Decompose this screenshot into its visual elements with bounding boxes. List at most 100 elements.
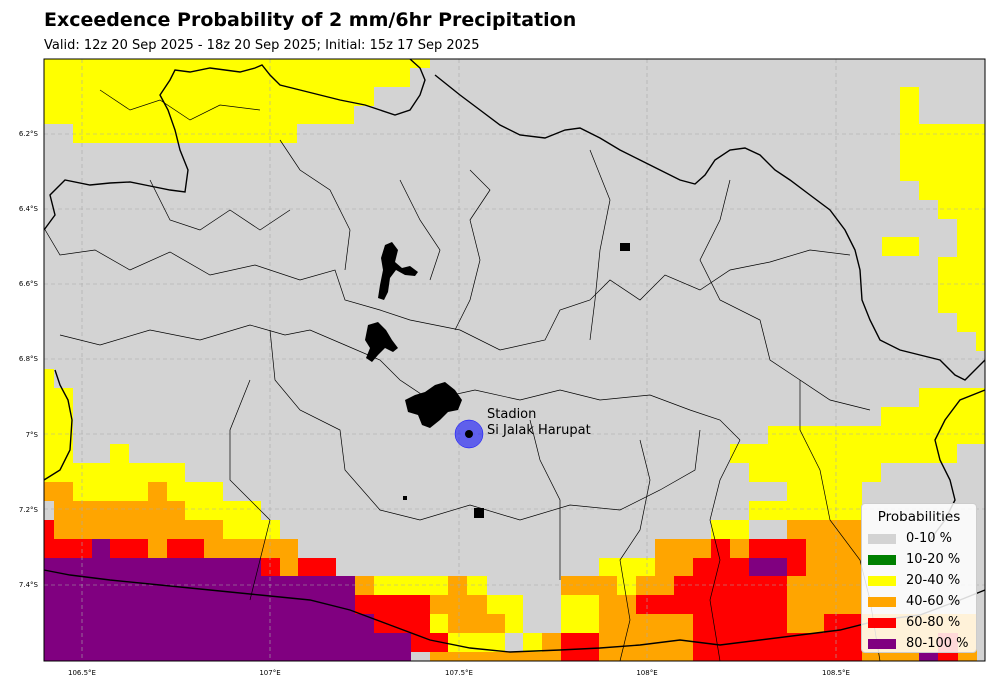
- x-tick-label: 107.5°E: [445, 669, 473, 677]
- prob-cell-orange: [636, 576, 674, 595]
- legend-item: 60-80 %: [862, 612, 976, 633]
- legend-label: 80-100 %: [906, 636, 969, 651]
- boundary-line: [149, 179, 291, 231]
- boundary-line: [99, 89, 261, 121]
- x-tick-labels: 106.5°E 107°E 107.5°E 108°E 108.5°E: [68, 669, 850, 677]
- legend-item: 10-20 %: [862, 549, 976, 570]
- boundary-line: [43, 227, 851, 351]
- prob-cell-yellow: [505, 614, 523, 633]
- prob-cell-red: [674, 576, 711, 614]
- prob-cell-purple: [374, 633, 411, 661]
- north-coast: [434, 74, 986, 381]
- prob-cell-yellow: [73, 463, 185, 482]
- reservoir: [403, 496, 407, 500]
- prob-cell-yellow: [919, 181, 985, 200]
- reservoir: [365, 322, 398, 362]
- prob-cell-red: [44, 520, 54, 539]
- prob-cell-yellow: [44, 106, 354, 124]
- prob-cell-yellow: [938, 200, 985, 219]
- prob-cell-yellow: [957, 219, 985, 257]
- prob-cell-yellow: [44, 87, 374, 106]
- stadium-label-line1: Stadion: [487, 407, 536, 422]
- prob-cell-orange: [730, 539, 749, 558]
- prob-cell-yellow: [167, 501, 261, 520]
- y-tick-label: 6.6°S: [19, 280, 39, 288]
- boundary-line: [454, 169, 491, 331]
- boundary-line: [229, 379, 271, 601]
- prob-cell-yellow: [957, 313, 985, 332]
- prob-cell-yellow: [976, 332, 985, 351]
- prob-cell-orange: [148, 482, 167, 501]
- reservoir: [620, 243, 630, 251]
- x-tick-label: 108°E: [636, 669, 657, 677]
- prob-cell-purple: [44, 558, 261, 576]
- x-tick-label: 106.5°E: [68, 669, 96, 677]
- prob-cell-yellow: [919, 388, 985, 407]
- south-coast: [43, 569, 986, 653]
- north-coast: [43, 58, 426, 231]
- prob-cell-orange: [787, 520, 862, 539]
- prob-cell-purple: [919, 652, 938, 661]
- prob-cell-red: [787, 633, 862, 661]
- boundary-line: [529, 419, 561, 580]
- y-tick-labels: 6.2°S 6.4°S 6.6°S 6.8°S 7°S 7.2°S 7.4°S: [19, 130, 39, 589]
- boundary-line: [709, 439, 741, 662]
- prob-cell-purple: [44, 576, 355, 595]
- map-title: Exceedence Probability of 2 mm/6hr Preci…: [44, 9, 577, 31]
- coastlines: [43, 58, 986, 653]
- x-tick-label: 108.5°E: [822, 669, 850, 677]
- prob-cell-yellow: [44, 369, 54, 388]
- prob-cell-yellow: [900, 87, 919, 124]
- boundary-line: [699, 179, 871, 411]
- prob-cell-yellow: [430, 614, 448, 633]
- reservoir: [474, 508, 484, 518]
- legend-swatch: [868, 575, 896, 586]
- prob-cell-orange: [44, 482, 73, 501]
- prob-cell-yellow: [918, 426, 985, 444]
- y-tick-label: 6.2°S: [19, 130, 39, 138]
- prob-cell-purple: [92, 539, 110, 558]
- prob-cell-red: [693, 558, 730, 576]
- prob-cell-yellow: [730, 444, 787, 463]
- y-tick-label: 6.8°S: [19, 355, 39, 363]
- prob-cell-orange: [430, 652, 542, 661]
- prob-cell-orange: [430, 595, 487, 614]
- prob-cell-yellow: [223, 520, 280, 539]
- boundary-line: [269, 329, 701, 521]
- legend-label: 40-60 %: [906, 594, 961, 609]
- prob-cell-orange: [542, 633, 562, 661]
- prob-cell-orange: [693, 539, 711, 558]
- prob-cell-yellow: [467, 576, 487, 595]
- stadium-marker-dot: [465, 430, 473, 438]
- prob-cell-orange: [54, 501, 185, 520]
- prob-cell-yellow: [73, 124, 297, 143]
- admin-boundaries: [43, 89, 881, 662]
- prob-cell-red: [44, 539, 92, 558]
- prob-cell-yellow: [110, 444, 129, 463]
- reservoir: [378, 242, 418, 300]
- legend-label: 60-80 %: [906, 615, 961, 630]
- prob-cell-yellow: [487, 595, 523, 614]
- legend-label: 0-10 %: [906, 531, 952, 546]
- map-frame: [43, 58, 986, 662]
- prob-cell-yellow: [768, 426, 918, 444]
- reservoir: [405, 382, 462, 428]
- prob-cell-orange: [355, 576, 374, 595]
- prob-cell-red: [824, 614, 862, 633]
- stadium-label-line2: Si Jalak Harupat: [487, 423, 591, 438]
- prob-cell-yellow: [900, 124, 985, 181]
- y-tick-label: 7.4°S: [19, 581, 39, 589]
- y-tick-label: 7.2°S: [19, 506, 39, 514]
- legend-label: 20-40 %: [906, 573, 961, 588]
- prob-cell-red: [374, 614, 430, 633]
- legend-item: 80-100 %: [862, 633, 976, 654]
- prob-cell-purple: [749, 558, 787, 576]
- prob-cell-red: [561, 633, 599, 661]
- y-tick-label: 7°S: [26, 431, 39, 439]
- prob-cell-yellow: [881, 407, 985, 426]
- prob-cell-orange: [599, 595, 637, 661]
- prob-cell-orange: [636, 614, 693, 661]
- prob-cell-purple: [355, 614, 374, 661]
- prob-cell-red: [298, 558, 336, 576]
- boundary-line: [589, 149, 611, 341]
